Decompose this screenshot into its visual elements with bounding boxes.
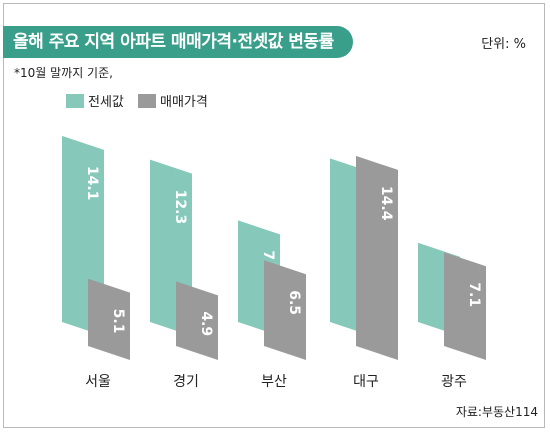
legend-swatch-0	[66, 94, 84, 108]
footnote: *10월 말까지 기준,	[14, 66, 113, 80]
unit-label: 단위: %	[481, 37, 526, 52]
bar-1-2	[264, 260, 306, 360]
legend-swatch-1	[138, 94, 156, 108]
category-label-3: 대구	[353, 374, 379, 390]
value-label-1-4: 7.1	[466, 282, 482, 307]
value-label-1-3: 14.4	[378, 186, 394, 221]
bar-1-4	[444, 252, 486, 360]
value-label-1-0: 5.1	[110, 309, 126, 334]
source-label: 자료:부동산114	[455, 405, 538, 419]
value-label-0-1: 12.3	[172, 190, 188, 225]
bar-1-1	[176, 281, 218, 360]
legend-label-1: 매매가격	[160, 95, 208, 110]
category-label-4: 광주	[441, 374, 467, 390]
chart-title: 올해 주요 지역 아파트 매매가격·전셋값 변동률	[3, 26, 353, 58]
bar-1-0	[88, 278, 130, 360]
category-label-2: 부산	[261, 374, 287, 390]
value-label-0-0: 14.1	[84, 166, 100, 201]
value-label-1-2: 6.5	[286, 290, 302, 315]
value-label-1-1: 4.9	[198, 311, 214, 336]
category-label-1: 경기	[173, 374, 199, 390]
category-label-0: 서울	[85, 374, 111, 390]
legend-label-0: 전세값	[88, 95, 124, 110]
bar-1-3	[356, 155, 398, 360]
